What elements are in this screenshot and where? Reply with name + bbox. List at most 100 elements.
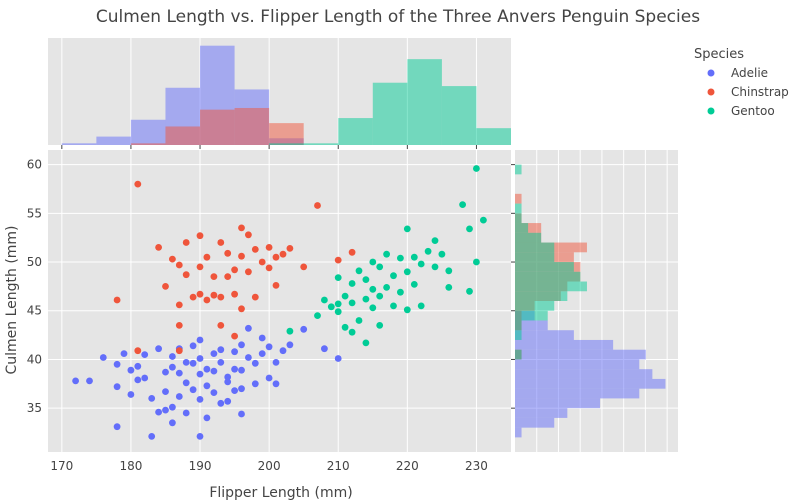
right-histogram-bar-chinstrap <box>515 223 542 233</box>
point-chinstrap <box>169 255 176 263</box>
point-adelie <box>210 389 218 396</box>
x-tick-label: 220 <box>396 459 419 473</box>
point-adelie <box>169 353 176 360</box>
point-adelie <box>162 388 169 395</box>
point-adelie <box>134 362 142 370</box>
right-histogram-bar-adelie <box>515 320 548 331</box>
point-chinstrap <box>134 180 142 188</box>
point-gentoo <box>438 250 446 258</box>
main-plot: 170 180 190 200 210 220 230 35 40 45 50 55 60 <box>27 150 511 473</box>
point-adelie <box>175 393 183 400</box>
point-adelie <box>99 354 107 361</box>
point-chinstrap <box>196 263 204 271</box>
legend[interactable]: Species Adelie Chinstrap Gentoo <box>694 47 789 118</box>
point-gentoo <box>403 268 411 276</box>
point-adelie <box>203 365 211 373</box>
point-gentoo <box>376 292 384 300</box>
point-gentoo <box>424 247 432 255</box>
point-adelie <box>189 342 197 350</box>
right-histogram-bar-adelie <box>515 339 614 350</box>
point-adelie <box>286 341 294 349</box>
point-adelie <box>279 347 287 355</box>
point-gentoo <box>362 339 370 347</box>
right-histogram-bar-gentoo <box>515 223 529 233</box>
point-gentoo <box>473 258 480 266</box>
point-gentoo <box>390 302 397 310</box>
right-histogram-bar-gentoo <box>515 242 555 253</box>
point-chinstrap <box>238 252 245 260</box>
legend-label-adelie: Adelie <box>731 66 768 80</box>
point-adelie <box>175 369 183 377</box>
point-chinstrap <box>196 232 204 240</box>
point-gentoo <box>334 308 342 316</box>
right-histogram-bar-gentoo <box>515 349 522 360</box>
point-adelie <box>162 368 169 376</box>
point-adelie <box>127 366 135 374</box>
point-adelie <box>113 423 121 431</box>
point-adelie <box>300 325 308 333</box>
point-gentoo <box>403 225 411 233</box>
point-chinstrap <box>175 301 183 309</box>
point-gentoo <box>417 302 425 310</box>
point-gentoo <box>341 323 349 331</box>
point-chinstrap <box>251 293 259 301</box>
point-chinstrap <box>155 244 163 251</box>
point-gentoo <box>480 216 487 224</box>
point-adelie <box>141 351 149 358</box>
x-tick-label: 180 <box>119 459 142 473</box>
point-gentoo <box>473 165 480 172</box>
top-histogram-bar-chinstrap <box>200 109 235 145</box>
y-tick-label: 35 <box>27 401 42 415</box>
right-histogram-bar-gentoo <box>515 213 522 224</box>
point-gentoo <box>466 287 473 295</box>
point-gentoo <box>334 274 342 281</box>
point-adelie <box>224 378 232 386</box>
point-adelie <box>238 366 245 374</box>
point-gentoo <box>355 267 363 275</box>
right-histogram-bar-adelie <box>515 330 574 340</box>
point-adelie <box>265 374 273 382</box>
right-histogram-bar-adelie <box>515 378 666 389</box>
right-histogram-bar-gentoo <box>515 320 522 331</box>
point-gentoo <box>369 304 377 312</box>
legend-item-adelie[interactable]: Adelie <box>707 66 769 80</box>
y-tick-label: 50 <box>27 255 42 269</box>
point-adelie <box>238 341 245 349</box>
point-chinstrap <box>224 273 232 280</box>
point-adelie <box>127 391 135 398</box>
right-histogram <box>511 150 678 452</box>
top-histogram-bar-gentoo <box>269 143 304 145</box>
point-chinstrap <box>134 347 142 355</box>
point-adelie <box>182 379 190 387</box>
point-chinstrap <box>300 263 308 271</box>
x-axis-title: Flipper Length (mm) <box>209 485 352 500</box>
point-chinstrap <box>203 296 211 304</box>
point-adelie <box>245 354 252 361</box>
point-gentoo <box>410 281 418 288</box>
point-chinstrap <box>182 271 190 279</box>
point-adelie <box>196 355 204 362</box>
right-histogram-bar-adelie <box>515 408 568 418</box>
point-chinstrap <box>182 239 190 246</box>
point-gentoo <box>348 328 356 336</box>
series-adelie <box>72 324 342 440</box>
point-chinstrap <box>314 202 321 209</box>
x-tick-label: 190 <box>189 459 212 473</box>
point-gentoo <box>431 237 439 245</box>
legend-item-chinstrap[interactable]: Chinstrap <box>707 85 789 99</box>
x-tick-label: 170 <box>50 459 73 473</box>
point-chinstrap <box>238 224 245 232</box>
top-histogram-bar-gentoo <box>476 128 511 145</box>
right-histogram-bar-chinstrap <box>515 193 522 204</box>
point-adelie <box>196 396 204 403</box>
right-histogram-bar-gentoo <box>515 164 522 175</box>
legend-item-gentoo[interactable]: Gentoo <box>707 104 775 118</box>
right-histogram-bar-gentoo <box>515 271 581 282</box>
right-histogram-bar-adelie <box>515 359 640 370</box>
point-gentoo <box>410 253 418 261</box>
point-gentoo <box>341 292 349 300</box>
series-gentoo <box>286 165 487 347</box>
point-adelie <box>155 408 163 416</box>
point-chinstrap <box>334 256 342 264</box>
